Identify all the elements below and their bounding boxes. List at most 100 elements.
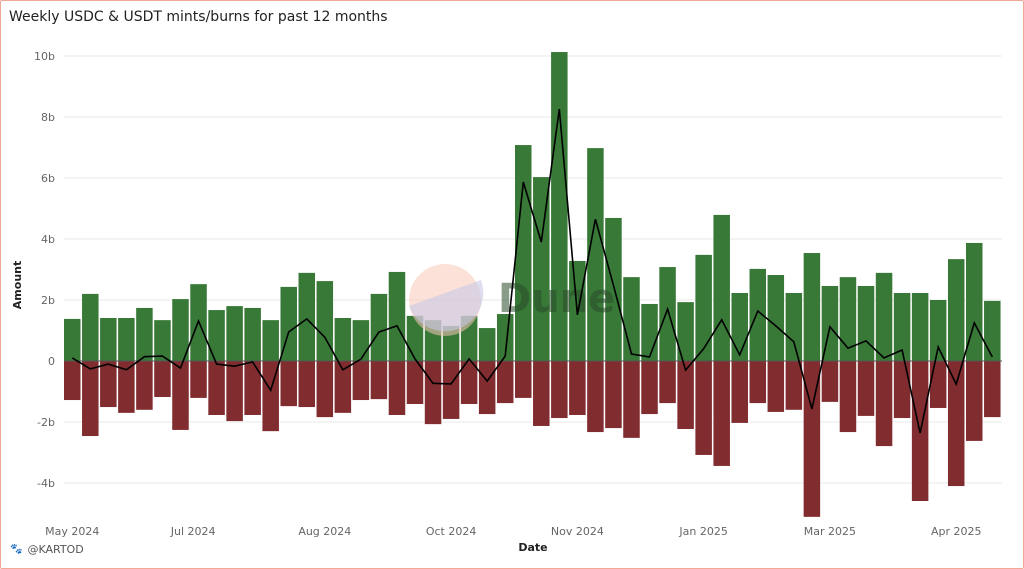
burn-bar — [172, 361, 189, 430]
mint-bar — [785, 292, 803, 361]
mint-bar — [280, 286, 297, 361]
mint-bar — [911, 292, 929, 361]
dune-watermark: Dune — [409, 264, 615, 336]
mint-bar — [208, 310, 225, 361]
mint-bar — [226, 306, 243, 361]
mint-bar — [695, 254, 712, 361]
burn-bar — [100, 361, 117, 408]
y-tick-label: 6b — [41, 172, 55, 185]
author-handle: @KARTOD — [27, 543, 84, 556]
mint-bar — [893, 292, 911, 361]
burn-bar — [587, 361, 604, 433]
burn-bar — [803, 361, 821, 517]
burn-bar — [731, 361, 748, 423]
burn-bar — [118, 361, 135, 413]
mint-bar — [875, 272, 893, 361]
x-tick-label: Jan 2025 — [678, 525, 727, 538]
burn-bar — [82, 361, 99, 437]
mint-bar — [623, 277, 640, 361]
burn-bar — [478, 361, 496, 415]
mint-bar — [659, 267, 676, 361]
burn-bar — [496, 361, 514, 404]
mint-bar — [388, 271, 406, 361]
burn-bar — [226, 361, 243, 422]
mint-bar — [749, 268, 767, 361]
burn-bar — [208, 361, 225, 415]
burn-bar — [460, 361, 478, 405]
burn-bar — [839, 361, 857, 433]
mint-bar — [244, 307, 261, 361]
mint-bar — [172, 299, 189, 361]
burn-bar — [605, 361, 622, 429]
burn-bar — [713, 361, 730, 466]
mint-bar — [551, 52, 568, 361]
mint-bar — [82, 293, 99, 361]
burn-bar — [875, 361, 893, 447]
burn-bar — [280, 361, 297, 407]
burn-bar — [352, 361, 370, 401]
mint-bar — [64, 318, 81, 361]
burn-bar — [893, 361, 911, 419]
x-tick-label: Aug 2024 — [298, 525, 351, 538]
author-credit: 🐾 @KARTOD — [10, 543, 84, 556]
y-tick-label: 8b — [41, 111, 55, 124]
burn-bar — [154, 361, 171, 397]
mint-bar — [334, 317, 352, 361]
burn-bar — [767, 361, 785, 412]
mint-bar — [767, 274, 785, 361]
burn-bar — [749, 361, 767, 404]
burn-bar — [947, 361, 965, 487]
mint-bar — [731, 292, 748, 361]
burn-bar — [64, 361, 81, 401]
y-tick-label: 4b — [41, 233, 55, 246]
mint-bar — [839, 277, 857, 361]
burn-bar — [821, 361, 839, 402]
burn-bar — [515, 361, 532, 398]
burn-bar — [316, 361, 334, 418]
mint-bar — [352, 320, 370, 361]
y-axis-label: Amount — [11, 261, 24, 309]
x-tick-label: Mar 2025 — [804, 525, 856, 538]
burn-bar — [623, 361, 640, 438]
burn-bar — [406, 361, 424, 405]
mint-bar — [100, 317, 117, 361]
burn-bar — [533, 361, 550, 426]
burn-bar — [857, 361, 875, 416]
mint-bar — [316, 281, 334, 361]
mint-bar — [713, 214, 730, 361]
author-avatar-icon: 🐾 — [10, 544, 23, 555]
burn-bar — [551, 361, 568, 419]
mint-bar — [533, 177, 550, 361]
burn-bar — [966, 361, 983, 441]
mint-bar — [478, 328, 496, 361]
burn-bar — [370, 361, 388, 400]
mint-bar — [370, 293, 388, 361]
y-tick-label: 0 — [48, 355, 55, 368]
burn-bar — [677, 361, 694, 430]
x-tick-label: Jul 2024 — [170, 525, 216, 538]
mint-bar — [984, 300, 1001, 361]
mint-bar — [496, 314, 514, 361]
x-tick-label: Nov 2024 — [551, 525, 604, 538]
burn-bar — [569, 361, 586, 415]
burn-bar — [298, 361, 316, 408]
mint-bar — [857, 285, 875, 361]
burn-bar — [136, 361, 153, 410]
burn-bar — [190, 361, 207, 398]
burn-bar — [442, 361, 460, 419]
mint-bar — [154, 320, 171, 361]
burn-bar — [695, 361, 712, 455]
mint-bar — [587, 148, 604, 361]
burn-bar — [424, 361, 442, 425]
y-tick-label: -4b — [37, 477, 55, 490]
burn-bar — [244, 361, 261, 415]
burn-bar — [388, 361, 406, 415]
mint-bar — [605, 217, 622, 361]
mint-bar — [118, 317, 135, 361]
burn-bar — [334, 361, 352, 413]
mint-bar — [929, 300, 947, 361]
mint-bar — [262, 320, 279, 361]
x-tick-label: Apr 2025 — [931, 525, 982, 538]
burn-bar — [984, 361, 1001, 418]
